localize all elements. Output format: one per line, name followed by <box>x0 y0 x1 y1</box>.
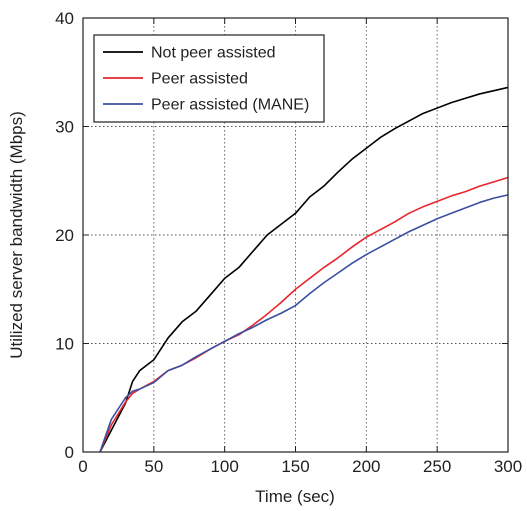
y-tick-label: 10 <box>55 335 74 354</box>
y-tick-label: 20 <box>55 226 74 245</box>
x-tick-label: 50 <box>144 457 163 476</box>
series-line-peer-assisted <box>99 176 509 453</box>
y-axis: 0 10 20 30 40 <box>55 9 508 462</box>
series-line-peer-assisted-mane <box>99 194 509 453</box>
x-tick-label: 0 <box>78 457 87 476</box>
y-tick-label: 40 <box>55 9 74 28</box>
x-tick-label: 100 <box>210 457 238 476</box>
x-axis-label: Time (sec) <box>255 487 335 506</box>
y-tick-label: 30 <box>55 118 74 137</box>
series-group <box>99 86 509 453</box>
legend-label: Peer assisted (MANE) <box>151 97 309 114</box>
series-line-not-peer-assisted <box>99 86 509 453</box>
x-tick-label: 300 <box>494 457 522 476</box>
x-tick-label: 200 <box>352 457 380 476</box>
y-tick-label: 0 <box>65 443 74 462</box>
x-tick-label: 250 <box>423 457 451 476</box>
legend-label: Not peer assisted <box>151 45 276 62</box>
y-axis-label: Utilized server bandwidth (Mbps) <box>7 111 26 359</box>
x-tick-label: 150 <box>281 457 309 476</box>
legend: Not peer assisted Peer assisted Peer assis… <box>93 34 325 123</box>
legend-label: Peer assisted <box>151 71 248 88</box>
x-axis: 0 50 100 150 200 250 300 <box>78 18 522 476</box>
